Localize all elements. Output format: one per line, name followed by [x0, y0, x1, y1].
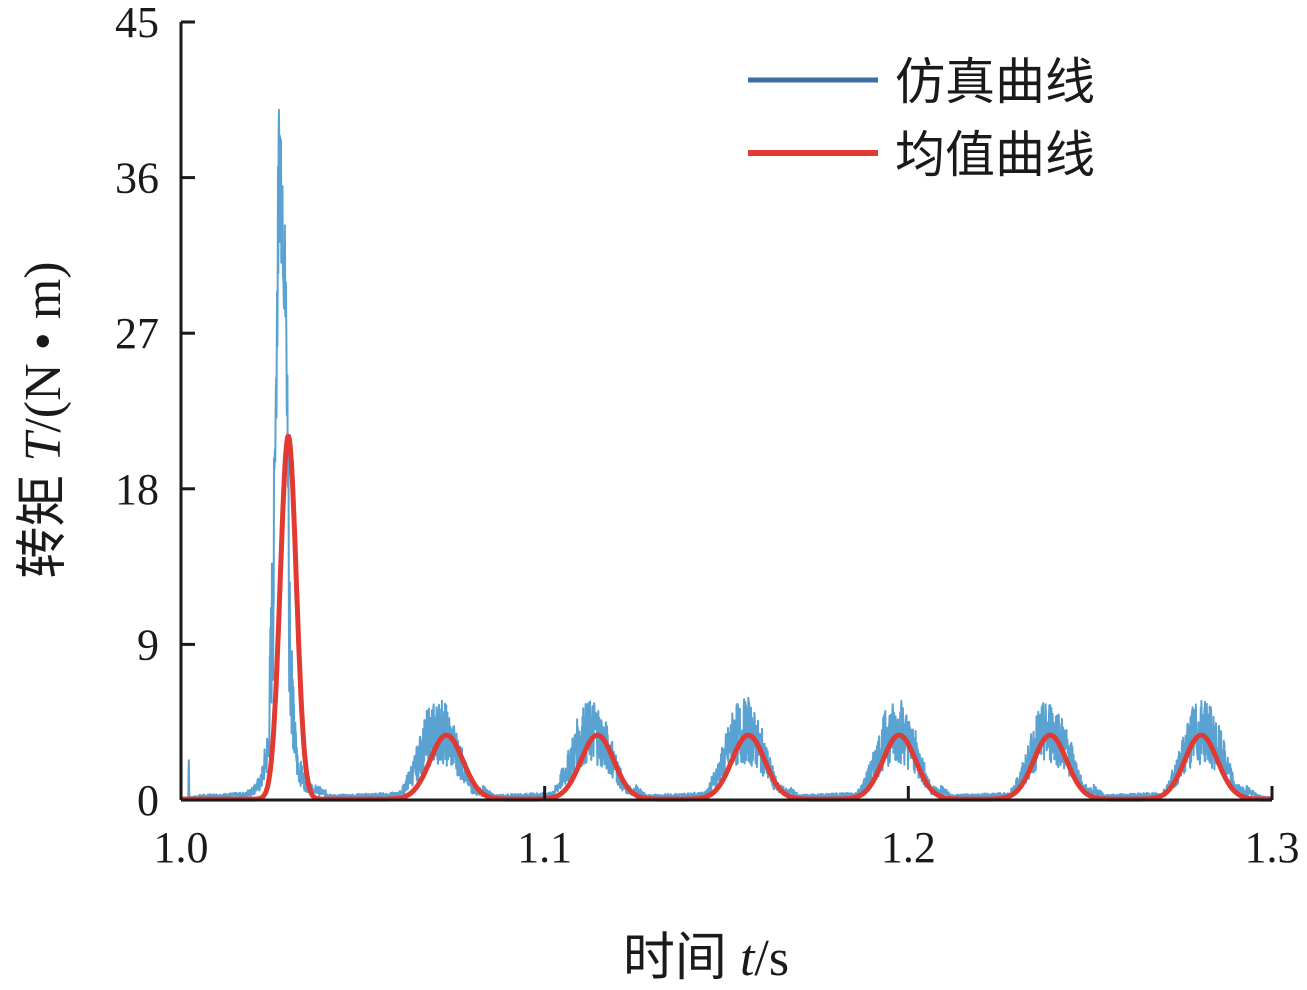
y-axis-title: 转矩 T/(N • m) [15, 261, 72, 578]
y-tick-label: 36 [115, 154, 159, 203]
x-tick-label: 1.0 [154, 823, 209, 872]
y-axis-title-var: T [15, 430, 72, 462]
y-tick-label: 18 [115, 465, 159, 514]
plot-series-group [179, 108, 1274, 802]
x-tick-label: 1.3 [1245, 823, 1300, 872]
x-axis-title-suffix: /s [754, 930, 789, 987]
legend: 仿真曲线 均值曲线 [748, 53, 1095, 184]
y-tick-label: 9 [137, 620, 159, 669]
x-ticks-group: 1.0 1.1 1.2 1.3 [154, 786, 1300, 872]
y-tick-label: 0 [137, 776, 159, 825]
x-axis-title-var: t [740, 930, 756, 987]
y-ticks-group: 0 9 18 27 36 45 [115, 0, 195, 825]
y-axis-title-suffix: /(N • m) [15, 261, 72, 432]
legend-label-sim: 仿真曲线 [895, 53, 1095, 111]
legend-label-mean: 均值曲线 [895, 126, 1095, 184]
y-tick-label: 45 [115, 0, 159, 47]
y-axis-title-text: 转矩 T/(N • m) [15, 261, 72, 578]
x-axis-title: 时间 t/s [623, 930, 789, 987]
x-tick-label: 1.2 [881, 823, 936, 872]
series-line-simulation [180, 108, 1273, 800]
x-tick-label: 1.1 [517, 823, 572, 872]
y-tick-label: 27 [115, 309, 159, 358]
y-axis-title-prefix: 转矩 [15, 462, 72, 579]
x-axis-title-prefix: 时间 [623, 930, 740, 987]
